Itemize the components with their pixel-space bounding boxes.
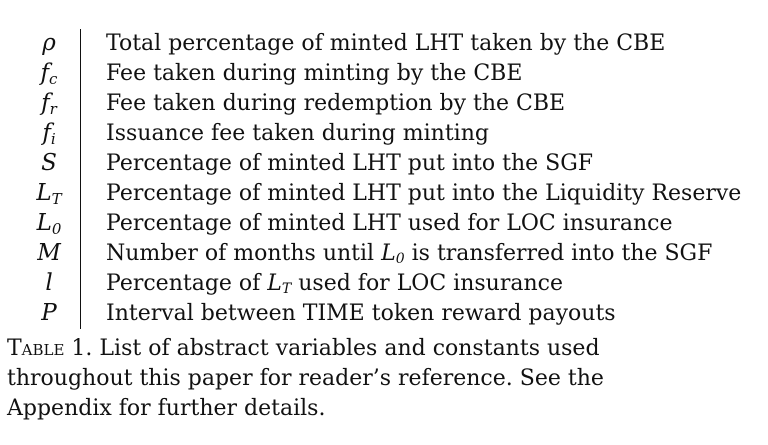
description-cell: Number of months until L0 is transferred… [106,241,713,267]
description-cell: Percentage of minted LHT used for LOC in… [106,211,673,236]
description-cell: Percentage of minted LHT put into the Li… [106,181,742,206]
table-row: fr Fee taken during redemption by the CB… [18,88,758,118]
table-row: fc Fee taken during minting by the CBE [18,58,758,88]
description-cell: Interval between TIME token reward payou… [106,301,616,326]
symbol-cell: P [41,300,57,326]
caption-text: List of abstract variables and constants… [7,336,604,421]
caption-label: Table 1. [7,336,93,361]
description-cell: Percentage of LT used for LOC insurance [106,271,563,297]
symbol-cell: M [37,240,61,266]
table-row: S Percentage of minted LHT put into the … [18,148,758,178]
symbol-cell: LT [36,180,62,208]
description-cell: Fee taken during minting by the CBE [106,61,523,86]
symbol-cell: fr [41,90,57,118]
description-cell: Issuance fee taken during minting [106,121,489,146]
symbol-cell: l [45,270,53,296]
symbol-cell: fc [40,60,58,88]
table-row: M Number of months until L0 is transferr… [18,238,758,268]
description-cell: Fee taken during redemption by the CBE [106,91,566,116]
table-caption: Table 1. List of abstract variables and … [7,334,657,424]
table-row: l Percentage of LT used for LOC insuranc… [18,268,758,298]
table-row: ρ Total percentage of minted LHT taken b… [18,28,758,58]
symbol-cell: fi [42,120,56,148]
table-row: L0 Percentage of minted LHT used for LOC… [18,208,758,238]
description-cell: Total percentage of minted LHT taken by … [106,31,666,56]
symbol-cell: S [41,150,57,176]
symbol-cell: ρ [42,30,56,56]
symbol-cell: L0 [36,210,62,238]
column-divider [80,29,81,329]
table-row: LT Percentage of minted LHT put into the… [18,178,758,208]
table-row: P Interval between TIME token reward pay… [18,298,758,328]
variables-table: ρ Total percentage of minted LHT taken b… [18,28,758,328]
table-row: fi Issuance fee taken during minting [18,118,758,148]
description-cell: Percentage of minted LHT put into the SG… [106,151,594,176]
